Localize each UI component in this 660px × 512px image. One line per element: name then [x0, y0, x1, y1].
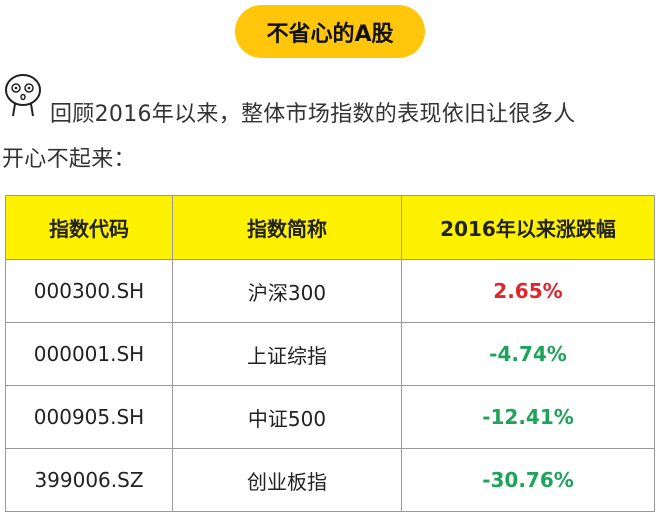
index-table: 指数代码 指数简称 2016年以来涨跌幅 000300.SH 沪深300 2.6…: [5, 195, 655, 512]
table-row: 000905.SH 中证500 -12.41%: [5, 385, 655, 449]
name-cell: 创业板指: [172, 448, 402, 512]
change-cell: -4.74%: [401, 322, 655, 386]
table-row: 000001.SH 上证综指 -4.74%: [5, 322, 655, 386]
code-cell: 000300.SH: [5, 259, 173, 323]
table-row: 000300.SH 沪深300 2.65%: [5, 259, 655, 323]
column-header: 指数代码: [5, 195, 173, 260]
column-header: 2016年以来涨跌幅: [401, 195, 655, 260]
change-cell: -30.76%: [401, 448, 655, 512]
code-cell: 399006.SZ: [5, 448, 173, 512]
paragraph-line: 开心不起来：: [2, 147, 136, 172]
code-cell: 000001.SH: [5, 322, 173, 386]
header-row: 指数代码 指数简称 2016年以来涨跌幅: [5, 195, 655, 260]
name-cell: 上证综指: [172, 322, 402, 386]
page: 不省心的A股 回顾2016年以来，整体市场指数的表现依旧让很多人 开心不起来： …: [2, 5, 655, 512]
column-header: 指数简称: [172, 195, 402, 260]
name-cell: 中证500: [172, 385, 402, 449]
title-badge: 不省心的A股: [235, 5, 425, 58]
emoji-face: [5, 74, 41, 117]
change-cell: 2.65%: [401, 259, 655, 323]
paragraph-line: 回顾2016年以来，整体市场指数的表现依旧让很多人: [50, 102, 576, 127]
change-cell: -12.41%: [401, 385, 655, 449]
code-cell: 000905.SH: [5, 385, 173, 449]
table-row: 399006.SZ 创业板指 -30.76%: [5, 448, 655, 512]
name-cell: 沪深300: [172, 259, 402, 323]
